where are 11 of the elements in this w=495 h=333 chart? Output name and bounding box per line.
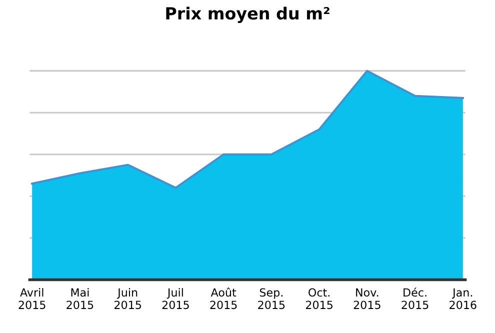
x-tick-label: Août 2015 bbox=[210, 288, 237, 310]
x-tick-label: Mai 2015 bbox=[66, 288, 94, 310]
x-tick-label: Avril 2015 bbox=[18, 288, 46, 310]
x-tick-label: Nov. 2015 bbox=[354, 288, 380, 310]
chart-title: Prix moyen du m² bbox=[166, 6, 330, 24]
x-tick-label: Jan. 2016 bbox=[450, 288, 476, 310]
x-tick-label: Juin 2015 bbox=[114, 288, 141, 310]
x-tick-label: Déc. 2015 bbox=[402, 288, 428, 310]
x-tick-label: Sep. 2015 bbox=[258, 288, 285, 310]
x-tick-label: Juil 2015 bbox=[162, 288, 189, 310]
x-tick-label: Oct. 2015 bbox=[306, 288, 332, 310]
